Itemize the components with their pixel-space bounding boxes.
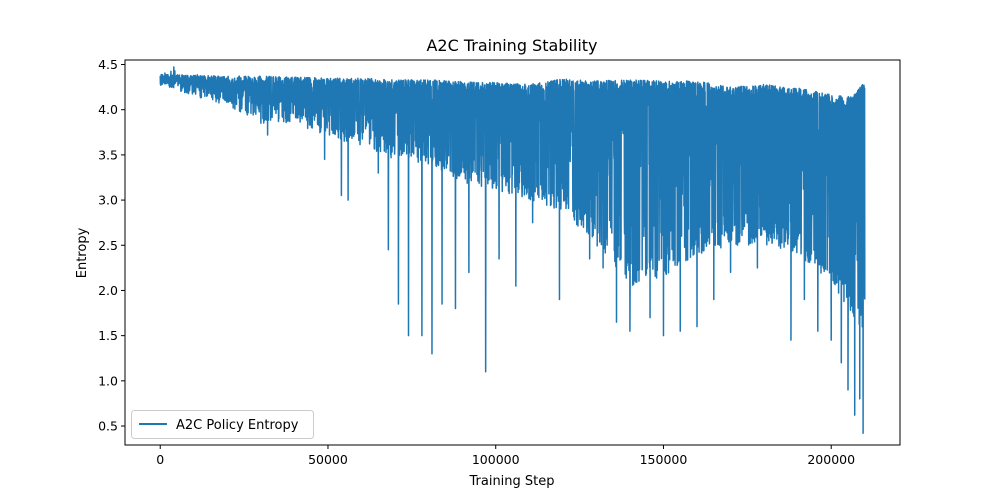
y-tick-label: 4.0 [98, 102, 118, 117]
y-tick-label: 2.5 [98, 238, 118, 253]
y-tick-label: 3.5 [98, 147, 118, 162]
y-tick-label: 4.5 [98, 57, 118, 72]
x-tick-label: 100000 [472, 452, 520, 467]
x-tick-label: 0 [156, 452, 164, 467]
plot-area [124, 59, 901, 446]
x-tick-label: 50000 [308, 452, 348, 467]
y-axis: 0.5 1.0 1.5 2.0 2.5 3.0 3.5 4.0 4.5 [98, 57, 125, 434]
y-tick-label: 2.0 [98, 283, 118, 298]
x-tick-label: 150000 [640, 452, 688, 467]
legend: A2C Policy Entropy [131, 410, 314, 439]
series-line-a2c-policy-entropy [159, 66, 866, 434]
y-tick-label: 1.5 [98, 328, 118, 343]
y-axis-label: Entropy [75, 227, 90, 278]
y-tick-label: 3.0 [98, 193, 118, 208]
y-tick-label: 0.5 [98, 419, 118, 434]
x-axis-label: Training Step [468, 474, 554, 489]
series-line [159, 66, 866, 434]
y-tick-label: 1.0 [98, 373, 118, 388]
plot-frame [124, 59, 901, 446]
x-axis: 0 50000 100000 150000 200000 [156, 445, 855, 467]
chart-title: A2C Training Stability [426, 36, 597, 55]
x-tick-label: 200000 [807, 452, 855, 467]
legend-box [131, 410, 314, 439]
legend-label: A2C Policy Entropy [176, 418, 299, 433]
